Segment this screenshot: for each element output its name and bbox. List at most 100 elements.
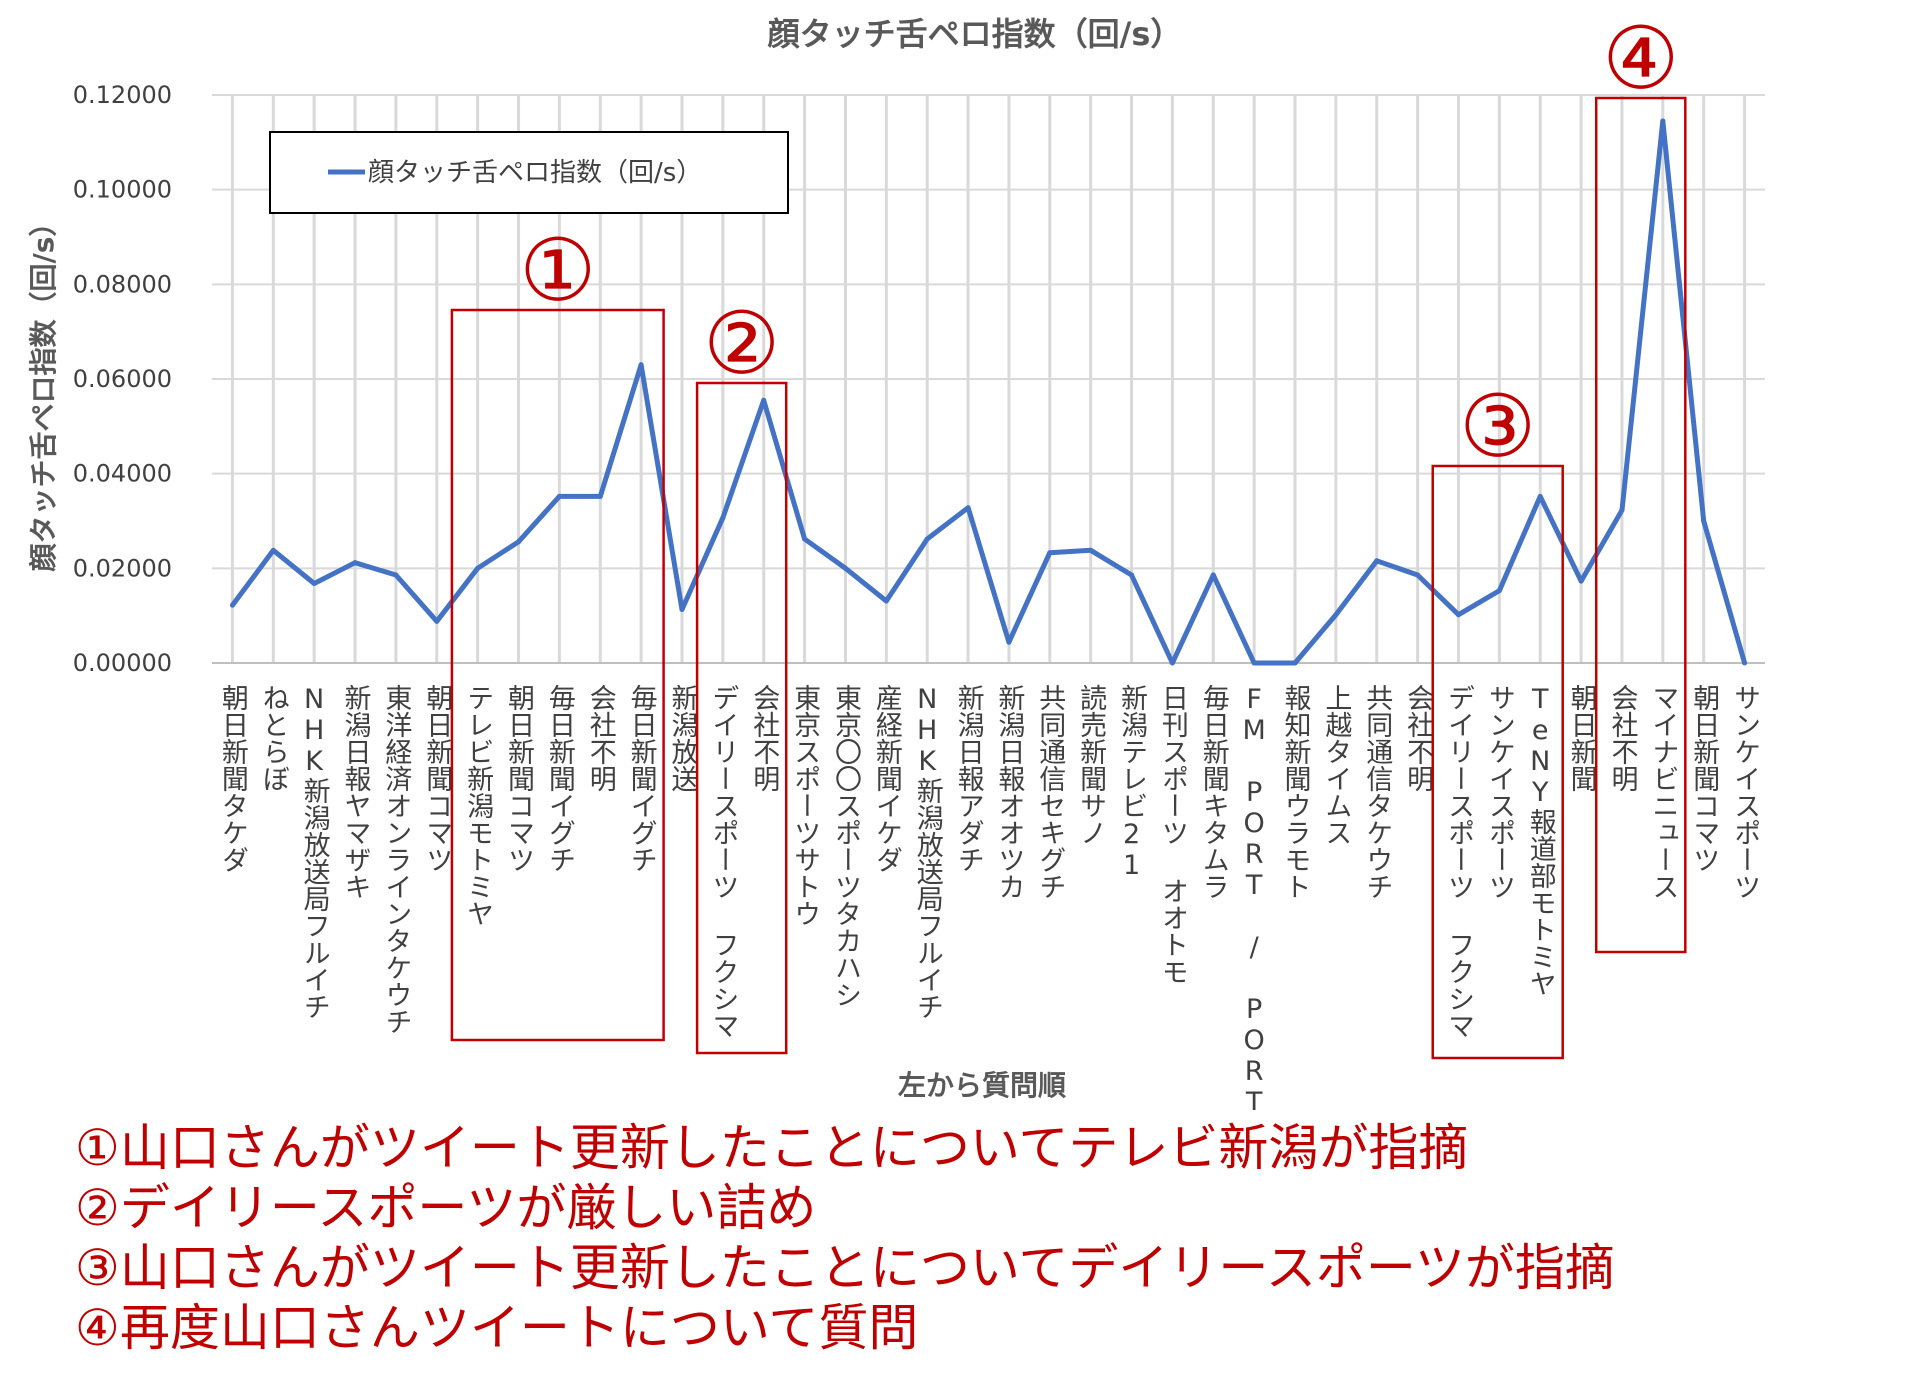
data-point [1537, 493, 1543, 499]
x-category-label: 会社不明 [1606, 684, 1638, 792]
data-point [1660, 118, 1666, 124]
data-point [1496, 588, 1502, 594]
annotation-notes: ①山口さんがツイート更新したことについてテレビ新潟が指摘 ②デイリースポーツが厳… [75, 1118, 1615, 1358]
data-point [1374, 558, 1380, 564]
x-category-label: 東京スポーツサトウ [789, 684, 820, 927]
annotation-box [450, 308, 665, 1042]
data-point [1701, 518, 1707, 524]
x-category-label: 東洋経済オンラインタケウチ [380, 684, 412, 1035]
annotation-number: ① [519, 221, 596, 321]
data-point [1333, 612, 1339, 618]
y-tick-label: 0.08000 [73, 270, 172, 298]
x-category-label: 共同通信セキグチ [1034, 684, 1066, 900]
data-point [1455, 612, 1461, 618]
data-point [720, 515, 726, 521]
x-axis-categories: 朝日新聞タケダ ねとらぼ NHK新潟放送局フルイチ 新潟日報ヤマザキ 東洋経済オンライン… [217, 684, 1760, 1110]
x-category-label: 朝日新聞コマツ [421, 684, 452, 873]
data-point [229, 602, 235, 608]
y-axis-ticks: 0.00000 0.02000 0.04000 0.06000 0.08000 0.100… [73, 81, 172, 677]
y-tick-label: 0.06000 [73, 365, 172, 393]
x-category-label: ねとらぼ [258, 684, 289, 792]
y-tick-label: 0.12000 [73, 81, 172, 109]
data-point [1292, 660, 1298, 666]
x-category-label: 新潟放送 [666, 684, 698, 792]
x-category-label: 産経新聞イケダ [871, 684, 903, 873]
data-point [597, 493, 603, 499]
data-point [516, 539, 522, 545]
note-4: ④再度山口さんツイートについて質問 [75, 1299, 919, 1357]
data-point [352, 560, 358, 566]
x-category-label: 朝日新聞タケダ [217, 684, 248, 873]
x-category-label: 新潟日報アダチ [953, 684, 984, 873]
x-category-label: 毎日新聞イグチ [626, 684, 657, 873]
annotation-number: ② [703, 294, 780, 394]
data-point [270, 547, 276, 553]
annotation-layer: ① ② ③ ④ [450, 9, 1687, 1060]
x-category-label: マイナビニュース [1647, 684, 1678, 900]
y-tick-label: 0.04000 [73, 460, 172, 488]
x-category-label: 日刊スポーツ オオトモ [1157, 684, 1188, 985]
x-category-label: 新潟日報ヤマザキ [340, 684, 371, 900]
y-tick-label: 0.00000 [73, 649, 172, 677]
data-point [883, 598, 889, 604]
note-2: ②デイリースポーツが厳しい詰め [75, 1179, 817, 1237]
chart-title: 顔タッチ舌ペロ指数（回/s） [768, 15, 1183, 53]
note-1: ①山口さんがツイート更新したことについてテレビ新潟が指摘 [75, 1119, 1469, 1177]
series-line [230, 118, 1748, 666]
x-category-label: TeNY報道部モトミヤ [1525, 684, 1556, 997]
note-3: ③山口さんがツイート更新したことについてデイリースポーツが指摘 [75, 1239, 1615, 1297]
data-point [1088, 547, 1094, 553]
x-category-label: 報知新聞ウラモト [1280, 684, 1312, 900]
x-category-label: 会社不明 [1402, 684, 1434, 792]
data-point [802, 536, 808, 542]
data-point [556, 493, 562, 499]
x-category-label: 新潟日報オオツカ [993, 684, 1024, 900]
data-point [1415, 572, 1421, 578]
data-point [1169, 660, 1175, 666]
y-tick-label: 0.10000 [73, 176, 172, 204]
data-point [1251, 660, 1257, 666]
line-chart: 顔タッチ舌ペロ指数（回/s） 0.00000 0.02000 0.04000 0.06… [27, 9, 1765, 1110]
annotation-number: ③ [1459, 377, 1536, 477]
data-point [1742, 660, 1748, 666]
x-axis-title: 左から質問順 [898, 1069, 1066, 1102]
data-point [1578, 578, 1584, 584]
data-point [638, 362, 644, 368]
x-category-label: 毎日新聞キタムラ [1198, 684, 1229, 900]
series-layer [229, 118, 1748, 666]
x-category-label: 朝日新聞コマツ [503, 684, 534, 873]
annotation-number: ④ [1602, 9, 1679, 109]
x-category-label: デイリースポーツ フクシマ [1443, 684, 1474, 1039]
data-point [434, 618, 440, 624]
x-category-label: デイリースポーツ フクシマ [707, 684, 738, 1039]
x-category-label: サンケイスポーツ [1729, 684, 1760, 900]
annotation-box [695, 381, 788, 1055]
x-category-label: 会社不明 [748, 684, 780, 792]
x-category-label: 東京〇〇スポーツタカハシ [830, 684, 861, 1008]
data-point [965, 505, 971, 511]
x-category-label: NHK新潟放送局フルイチ [912, 684, 944, 1020]
y-tick-label: 0.02000 [73, 554, 172, 582]
x-category-label: 上越タイムス [1320, 684, 1352, 846]
x-category-label: 読売新聞サノ [1075, 684, 1106, 846]
data-point [842, 565, 848, 571]
data-point [1047, 550, 1053, 556]
x-category-label: 朝日新聞 [1566, 684, 1597, 792]
data-point [679, 607, 685, 613]
legend: 顔タッチ舌ペロ指数（回/s） [269, 131, 789, 214]
x-category-label: 会社不明 [585, 684, 617, 792]
x-category-label: サンケイスポーツ [1484, 684, 1515, 900]
x-category-label: NHK新潟放送局フルイチ [299, 684, 331, 1020]
data-point [1129, 572, 1135, 578]
data-point [1210, 572, 1216, 578]
data-point [1619, 507, 1625, 513]
x-category-label: テレビ新潟モトミヤ [462, 684, 493, 927]
x-category-label: 毎日新聞イグチ [544, 684, 575, 873]
y-axis-title: 顔タッチ舌ペロ指数（回/s） [27, 209, 60, 572]
annotation-box [1594, 96, 1687, 954]
x-category-label: 朝日新聞コマツ [1688, 684, 1719, 873]
x-category-label: 新潟テレビ21 [1116, 684, 1147, 881]
x-category-label: 共同通信タケウチ [1361, 684, 1393, 900]
legend-label: 顔タッチ舌ペロ指数（回/s） [368, 158, 702, 188]
data-point [311, 580, 317, 586]
